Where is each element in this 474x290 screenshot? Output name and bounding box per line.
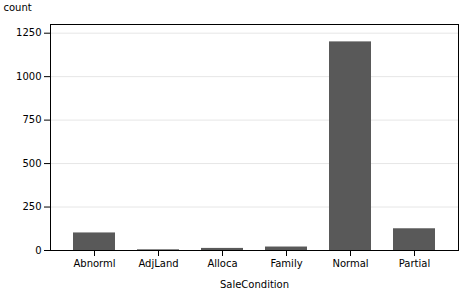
svg-text:AdjLand: AdjLand — [138, 258, 178, 269]
svg-text:Normal: Normal — [332, 258, 368, 269]
svg-text:250: 250 — [22, 201, 41, 212]
svg-text:0: 0 — [35, 245, 41, 256]
svg-text:500: 500 — [22, 158, 41, 169]
svg-text:Alloca: Alloca — [207, 258, 237, 269]
svg-text:SaleCondition: SaleCondition — [220, 279, 289, 290]
svg-text:count: count — [4, 2, 32, 13]
svg-text:750: 750 — [22, 114, 41, 125]
svg-text:1250: 1250 — [16, 27, 41, 38]
svg-text:1000: 1000 — [16, 71, 41, 82]
svg-text:Abnorml: Abnorml — [73, 258, 115, 269]
svg-text:Family: Family — [270, 258, 302, 269]
svg-text:Partial: Partial — [399, 258, 430, 269]
